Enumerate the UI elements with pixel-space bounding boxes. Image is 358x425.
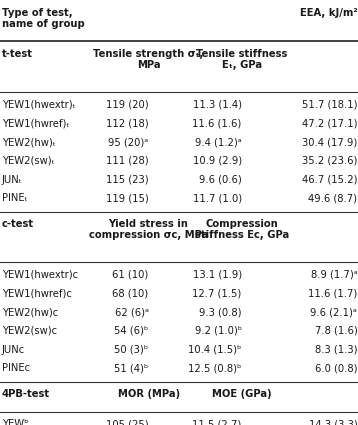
Text: 13.1 (1.9): 13.1 (1.9) <box>193 270 242 280</box>
Text: Type of test,
name of group: Type of test, name of group <box>2 8 84 29</box>
Text: 6.0 (0.8): 6.0 (0.8) <box>315 363 357 374</box>
Text: 9.3 (0.8): 9.3 (0.8) <box>199 307 242 317</box>
Text: YEW2(sw)ₜ: YEW2(sw)ₜ <box>2 156 54 166</box>
Text: JUNₜ: JUNₜ <box>2 175 23 185</box>
Text: 112 (18): 112 (18) <box>106 119 149 129</box>
Text: 12.5 (0.8)ᵇ: 12.5 (0.8)ᵇ <box>188 363 242 374</box>
Text: 4PB-test: 4PB-test <box>2 389 50 399</box>
Text: 11.3 (1.4): 11.3 (1.4) <box>193 100 242 110</box>
Text: MOR (MPa): MOR (MPa) <box>117 389 180 399</box>
Text: 62 (6)ᵃ: 62 (6)ᵃ <box>115 307 149 317</box>
Text: 115 (23): 115 (23) <box>106 175 149 185</box>
Text: 14.3 (3.3): 14.3 (3.3) <box>309 419 357 425</box>
Text: 10.4 (1.5)ᵇ: 10.4 (1.5)ᵇ <box>188 345 242 355</box>
Text: 12.7 (1.5): 12.7 (1.5) <box>192 289 242 299</box>
Text: 111 (28): 111 (28) <box>106 156 149 166</box>
Text: YEWᵇ: YEWᵇ <box>2 419 28 425</box>
Text: 46.7 (15.2): 46.7 (15.2) <box>302 175 357 185</box>
Text: 9.6 (0.6): 9.6 (0.6) <box>199 175 242 185</box>
Text: YEW1(hwextr)ₜ: YEW1(hwextr)ₜ <box>2 100 76 110</box>
Text: 54 (6)ᵇ: 54 (6)ᵇ <box>114 326 149 336</box>
Text: JUNᴄ: JUNᴄ <box>2 345 25 355</box>
Text: 10.9 (2.9): 10.9 (2.9) <box>193 156 242 166</box>
Text: 9.4 (1.2)ᵃ: 9.4 (1.2)ᵃ <box>195 137 242 147</box>
Text: 47.2 (17.1): 47.2 (17.1) <box>302 119 357 129</box>
Text: 11.6 (1.7): 11.6 (1.7) <box>308 289 357 299</box>
Text: 51 (4)ᵇ: 51 (4)ᵇ <box>114 363 149 374</box>
Text: 105 (25): 105 (25) <box>106 419 149 425</box>
Text: 9.6 (2.1)ᵃ: 9.6 (2.1)ᵃ <box>310 307 357 317</box>
Text: 7.8 (1.6): 7.8 (1.6) <box>315 326 357 336</box>
Text: Yield stress in
compression σᴄ, MPa: Yield stress in compression σᴄ, MPa <box>89 219 208 241</box>
Text: 61 (10): 61 (10) <box>112 270 149 280</box>
Text: Tensile stiffness
Eₜ, GPa: Tensile stiffness Eₜ, GPa <box>196 49 287 71</box>
Text: 51.7 (18.1): 51.7 (18.1) <box>302 100 357 110</box>
Text: YEW1(hwextr)ᴄ: YEW1(hwextr)ᴄ <box>2 270 78 280</box>
Text: 119 (15): 119 (15) <box>106 193 149 204</box>
Text: Tensile strength σₜ,
MPa: Tensile strength σₜ, MPa <box>93 49 204 71</box>
Text: EEA, kJ/m²: EEA, kJ/m² <box>300 8 357 18</box>
Text: t-test: t-test <box>2 49 33 59</box>
Text: 68 (10): 68 (10) <box>112 289 149 299</box>
Text: 11.5 (2.7): 11.5 (2.7) <box>192 419 242 425</box>
Text: YEW1(hwref)ᴄ: YEW1(hwref)ᴄ <box>2 289 72 299</box>
Text: 95 (20)ᵃ: 95 (20)ᵃ <box>108 137 149 147</box>
Text: 8.9 (1.7)ᵃ: 8.9 (1.7)ᵃ <box>310 270 357 280</box>
Text: YEW1(hwref)ₜ: YEW1(hwref)ₜ <box>2 119 69 129</box>
Text: 49.6 (8.7): 49.6 (8.7) <box>308 193 357 204</box>
Text: PINEₜ: PINEₜ <box>2 193 28 204</box>
Text: 119 (20): 119 (20) <box>106 100 149 110</box>
Text: 30.4 (17.9): 30.4 (17.9) <box>302 137 357 147</box>
Text: c-test: c-test <box>2 219 34 229</box>
Text: 9.2 (1.0)ᵇ: 9.2 (1.0)ᵇ <box>194 326 242 336</box>
Text: YEW2(hw)ᴄ: YEW2(hw)ᴄ <box>2 307 58 317</box>
Text: 11.6 (1.6): 11.6 (1.6) <box>192 119 242 129</box>
Text: 35.2 (23.6): 35.2 (23.6) <box>302 156 357 166</box>
Text: MOE (GPa): MOE (GPa) <box>212 389 271 399</box>
Text: YEW2(sw)ᴄ: YEW2(sw)ᴄ <box>2 326 57 336</box>
Text: 8.3 (1.3): 8.3 (1.3) <box>315 345 357 355</box>
Text: 11.7 (1.0): 11.7 (1.0) <box>193 193 242 204</box>
Text: 50 (3)ᵇ: 50 (3)ᵇ <box>115 345 149 355</box>
Text: PINEᴄ: PINEᴄ <box>2 363 30 374</box>
Text: Compression
stiffness Eᴄ, GPa: Compression stiffness Eᴄ, GPa <box>194 219 289 241</box>
Text: YEW2(hw)ₜ: YEW2(hw)ₜ <box>2 137 55 147</box>
